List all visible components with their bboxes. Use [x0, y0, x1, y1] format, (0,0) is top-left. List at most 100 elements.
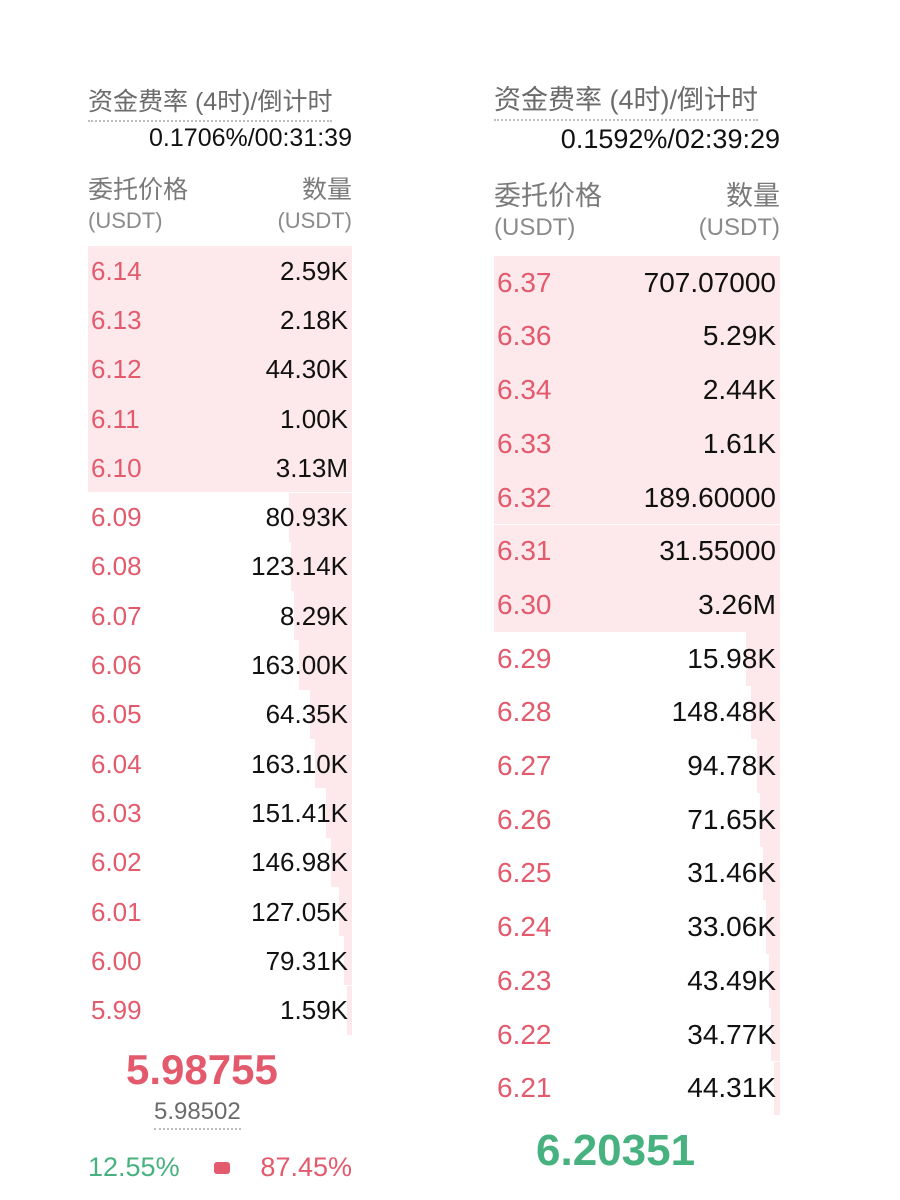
ask-row[interactable]: 6.33 1.61K — [494, 417, 780, 471]
ask-quantity: 3.13M — [275, 452, 348, 483]
depth-bar — [494, 309, 780, 364]
depth-bar — [494, 417, 780, 471]
depth-bar — [88, 246, 352, 296]
ask-row[interactable]: 6.21 44.31K — [494, 1061, 780, 1116]
ask-quantity: 163.00K — [251, 650, 348, 681]
depth-bar — [293, 591, 352, 641]
left-orderbook-panel: 资金费率 (4时)/倒计时 0.1706%/00:31:39 委托价格 (USD… — [88, 0, 352, 1200]
ask-row[interactable]: 6.24 33.06K — [494, 900, 780, 955]
ratio-divider-icon — [214, 1162, 230, 1174]
ask-row[interactable]: 6.11 1.00K — [88, 393, 352, 444]
ask-price: 6.07 — [91, 600, 142, 631]
sell-ratio: 87.45% — [260, 1152, 352, 1182]
ask-row[interactable]: 6.10 3.13M — [88, 443, 352, 493]
ask-row[interactable]: 6.28 148.48K — [494, 685, 780, 740]
ask-row[interactable]: 6.25 31.46K — [494, 846, 780, 901]
ask-price: 6.06 — [91, 650, 142, 681]
ask-quantity: 1.00K — [280, 403, 348, 434]
ask-quantity: 146.98K — [251, 847, 348, 878]
depth-bar — [344, 936, 352, 986]
ask-price: 6.23 — [497, 964, 552, 996]
depth-bar — [309, 689, 352, 739]
depth-bar — [757, 739, 780, 793]
depth-bar — [768, 954, 780, 1008]
mark-price[interactable]: 5.98755 — [126, 1046, 278, 1093]
depth-bar — [88, 344, 352, 394]
mark-price[interactable]: 6.20351 — [536, 1126, 696, 1175]
ask-row[interactable]: 6.03 151.41K — [88, 788, 352, 838]
ask-row[interactable]: 6.37 707.07000 — [494, 256, 780, 310]
ask-row[interactable]: 6.13 2.18K — [88, 295, 352, 345]
ask-price: 6.13 — [91, 304, 142, 335]
depth-bar — [494, 470, 780, 525]
ask-row[interactable]: 6.30 3.26M — [494, 578, 780, 632]
ask-row[interactable]: 6.31 31.55000 — [494, 524, 780, 579]
ask-price: 6.26 — [497, 803, 552, 835]
ask-quantity: 707.07000 — [643, 266, 776, 298]
depth-bar — [88, 443, 352, 493]
buy-ratio: 12.55% — [88, 1152, 180, 1182]
ask-price: 6.24 — [497, 911, 552, 943]
ask-row[interactable]: 6.04 163.10K — [88, 739, 352, 789]
ask-row[interactable]: 6.12 44.30K — [88, 344, 352, 394]
ask-row[interactable]: 6.05 64.35K — [88, 689, 352, 739]
ask-row[interactable]: 6.27 94.78K — [494, 739, 780, 793]
col-price-unit: (USDT) — [494, 214, 576, 241]
ask-price: 6.29 — [497, 642, 552, 674]
ask-quantity: 44.31K — [687, 1072, 776, 1104]
ask-row[interactable]: 6.32 189.60000 — [494, 470, 780, 525]
ask-row[interactable]: 6.01 127.05K — [88, 886, 352, 937]
ask-price: 6.11 — [91, 403, 140, 434]
ask-price: 6.34 — [497, 374, 552, 406]
ask-row[interactable]: 6.29 15.98K — [494, 631, 780, 686]
ask-row[interactable]: 6.22 34.77K — [494, 1007, 780, 1062]
ask-row[interactable]: 6.00 79.31K — [88, 936, 352, 986]
ask-row[interactable]: 6.23 43.49K — [494, 954, 780, 1008]
ask-price: 6.25 — [497, 857, 552, 889]
funding-rate-label[interactable]: 资金费率 (4时)/倒计时 — [494, 78, 759, 121]
ask-row[interactable]: 6.07 8.29K — [88, 591, 352, 641]
ask-row[interactable]: 5.99 1.59K — [88, 985, 352, 1035]
ask-row[interactable]: 6.06 163.00K — [88, 640, 352, 690]
ask-price: 6.05 — [91, 699, 142, 730]
depth-bar — [315, 739, 352, 789]
ask-price: 6.22 — [497, 1018, 552, 1050]
depth-bar — [774, 1061, 780, 1116]
depth-bar — [330, 837, 352, 887]
depth-bar — [494, 256, 780, 310]
funding-rate-label[interactable]: 资金费率 (4时)/倒计时 — [88, 82, 333, 122]
ask-row[interactable]: 6.08 123.14K — [88, 541, 352, 592]
depth-bar — [751, 685, 780, 740]
ask-quantity: 43.49K — [687, 964, 776, 996]
ask-price: 6.09 — [91, 502, 142, 533]
depth-bar — [759, 793, 780, 847]
depth-bar — [494, 524, 780, 579]
depth-bar — [88, 393, 352, 444]
ask-quantity: 44.30K — [265, 354, 348, 385]
ask-price: 6.10 — [91, 452, 142, 483]
ask-price: 6.21 — [497, 1072, 552, 1104]
ask-quantity: 2.44K — [702, 374, 776, 406]
depth-bar — [494, 363, 780, 418]
depth-bar — [346, 985, 352, 1035]
ask-quantity: 123.14K — [251, 551, 348, 582]
col-price-header: 委托价格 — [494, 181, 602, 211]
depth-bar — [291, 541, 352, 592]
col-qty-unit: (USDT) — [698, 214, 780, 241]
ask-row[interactable]: 6.09 80.93K — [88, 492, 352, 542]
ask-price: 6.14 — [91, 255, 142, 286]
col-price-header: 委托价格 — [88, 176, 189, 204]
index-price[interactable]: 5.98502 — [154, 1098, 241, 1130]
col-qty-unit: (USDT) — [277, 208, 352, 233]
depth-bar — [745, 631, 780, 686]
ask-row[interactable]: 6.36 5.29K — [494, 309, 780, 364]
ask-row[interactable]: 6.26 71.65K — [494, 793, 780, 847]
ask-price: 6.30 — [497, 588, 552, 620]
ask-row[interactable]: 6.02 146.98K — [88, 837, 352, 887]
ask-row[interactable]: 6.34 2.44K — [494, 363, 780, 418]
ask-quantity: 151.41K — [251, 797, 348, 828]
col-qty-header: 数量 — [726, 181, 780, 211]
right-orderbook-panel: 资金费率 (4时)/倒计时 0.1592%/02:39:29 委托价格 (USD… — [494, 0, 780, 1200]
ask-price: 6.33 — [497, 427, 552, 459]
ask-row[interactable]: 6.14 2.59K — [88, 246, 352, 296]
